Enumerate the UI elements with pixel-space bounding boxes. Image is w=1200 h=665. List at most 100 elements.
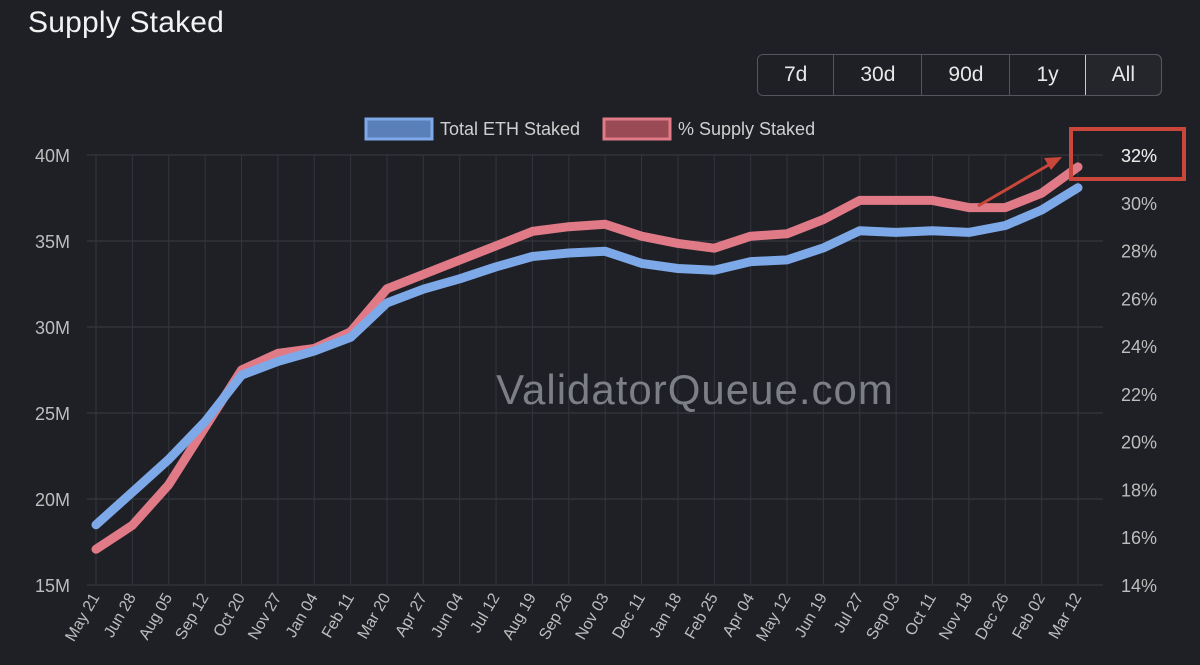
time-range-selector: 7d 30d 90d 1y All [757, 54, 1162, 96]
x-tick-label: Dec 11 [610, 590, 650, 641]
highlight-annotation: 32% [977, 127, 1186, 208]
y-left-tick-label: 25M [35, 404, 70, 424]
range-90d-button[interactable]: 90d [922, 55, 1011, 95]
point-total-eth [275, 358, 281, 364]
point-supply-pct [166, 482, 172, 488]
watermark: ValidatorQueue.com [496, 366, 894, 413]
legend-swatch-total-eth[interactable] [364, 117, 434, 141]
y-right-tick-label: 22% [1121, 385, 1157, 405]
x-tick-label: Jul 27 [831, 590, 867, 636]
x-tick-label: Mar 12 [1046, 590, 1086, 642]
highlight-arrow [977, 161, 1053, 208]
y-left-tick-label: 15M [35, 576, 70, 596]
point-total-eth [238, 372, 244, 378]
chart-series [91, 162, 1083, 554]
y-right-tick-label: 14% [1121, 576, 1157, 596]
x-tick-label: Nov 27 [245, 590, 285, 642]
y-right-tick-label: 24% [1121, 337, 1157, 357]
range-7d-button[interactable]: 7d [758, 55, 835, 95]
x-tick-label: Dec 26 [973, 590, 1013, 642]
point-total-eth [93, 522, 99, 528]
y-right-tick-label: 18% [1121, 480, 1157, 500]
point-total-eth [820, 245, 826, 251]
point-supply-pct [384, 286, 390, 292]
point-total-eth [529, 253, 535, 259]
y-axis-left: 40M 35M 30M 25M 20M 15M [35, 146, 70, 596]
range-1y-button[interactable]: 1y [1010, 55, 1086, 95]
x-tick-label: Sep 12 [172, 590, 212, 643]
point-total-eth [129, 489, 135, 495]
x-tick-label: Apr 04 [720, 590, 758, 639]
point-total-eth [493, 264, 499, 270]
point-supply-pct [1039, 190, 1045, 196]
y-left-tick-label: 20M [35, 490, 70, 510]
point-supply-pct [930, 197, 936, 203]
x-tick-label: Nov 18 [936, 590, 976, 642]
point-total-eth [566, 250, 572, 256]
point-supply-pct [966, 205, 972, 211]
y-right-tick-label: 16% [1121, 528, 1157, 548]
legend-swatch-supply-pct[interactable] [602, 117, 672, 141]
x-tick-label: Jun 19 [792, 590, 831, 640]
page-title: Supply Staked [28, 6, 225, 39]
point-supply-pct [748, 233, 754, 239]
point-supply-pct [602, 221, 608, 227]
range-all-button[interactable]: All [1084, 55, 1161, 95]
x-tick-label: Feb 02 [1009, 590, 1049, 642]
point-supply-pct [675, 240, 681, 246]
x-tick-label: Jul 12 [467, 590, 503, 636]
x-tick-label: Aug 05 [136, 590, 176, 643]
point-total-eth [930, 228, 936, 234]
point-total-eth [1039, 207, 1045, 213]
point-supply-pct [529, 228, 535, 234]
y-axis-right: 32% 30% 28% 26% 24% 22% 20% 18% 16% 14% [1121, 146, 1157, 596]
point-total-eth [675, 266, 681, 272]
point-total-eth [1002, 223, 1008, 229]
x-tick-label: Sep 03 [864, 590, 904, 643]
series-line-supply-pct[interactable] [91, 162, 1083, 554]
point-supply-pct [93, 546, 99, 552]
point-supply-pct [711, 245, 717, 251]
point-supply-pct [457, 257, 463, 263]
point-total-eth [893, 229, 899, 235]
point-supply-pct [1075, 164, 1081, 170]
x-tick-label: Aug 19 [500, 590, 540, 643]
point-supply-pct [493, 243, 499, 249]
point-supply-pct [639, 233, 645, 239]
point-total-eth [748, 259, 754, 265]
x-tick-label: Feb 25 [682, 590, 722, 642]
legend-label-total-eth[interactable]: Total ETH Staked [440, 119, 580, 139]
point-total-eth [457, 276, 463, 282]
x-tick-label: Feb 11 [319, 590, 358, 641]
x-tick-label: May 21 [63, 590, 104, 644]
point-supply-pct [275, 350, 281, 356]
y-right-tick-label: 28% [1121, 242, 1157, 262]
highlight-arrowhead [1044, 157, 1062, 170]
point-supply-pct [566, 224, 572, 230]
series-line-total-eth[interactable] [91, 183, 1083, 530]
y-right-tick-label: 30% [1121, 194, 1157, 214]
highlight-label: 32% [1121, 146, 1157, 166]
y-left-tick-label: 30M [35, 318, 70, 338]
legend-label-supply-pct[interactable]: % Supply Staked [678, 119, 815, 139]
x-tick-label: Nov 03 [573, 590, 613, 642]
point-supply-pct [420, 271, 426, 277]
x-tick-label: Jan 04 [283, 590, 322, 640]
point-total-eth [202, 419, 208, 425]
chart-grid [87, 154, 1103, 586]
point-total-eth [348, 334, 354, 340]
point-total-eth [166, 456, 172, 462]
x-tick-label: Oct 11 [902, 590, 940, 638]
point-total-eth [1075, 185, 1081, 191]
range-30d-button[interactable]: 30d [834, 55, 923, 95]
point-supply-pct [893, 197, 899, 203]
x-tick-label: Mar 20 [355, 590, 395, 642]
point-total-eth [966, 229, 972, 235]
x-tick-label: Jun 04 [428, 590, 467, 640]
y-right-tick-label: 20% [1121, 433, 1157, 453]
x-tick-label: Apr 27 [393, 590, 431, 639]
point-supply-pct [820, 217, 826, 222]
x-tick-label: Jan 18 [647, 590, 686, 640]
y-right-tick-label: 32% [1121, 146, 1157, 166]
